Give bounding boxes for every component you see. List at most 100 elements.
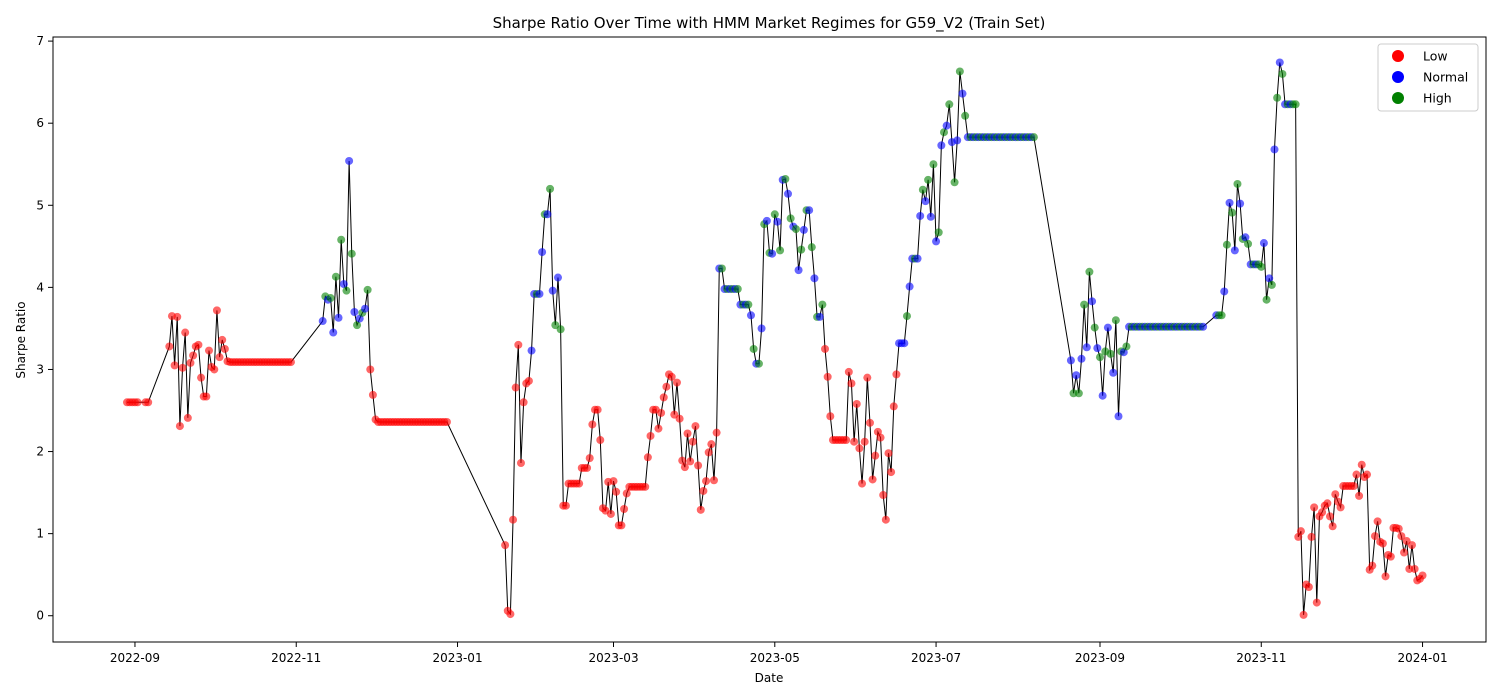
data-point-high <box>807 243 816 252</box>
data-point-high <box>1106 349 1115 358</box>
data-point-low <box>220 344 229 353</box>
data-point-low <box>218 335 227 344</box>
data-point-low <box>194 340 203 349</box>
data-point-high <box>749 344 758 353</box>
data-point-low <box>659 393 668 402</box>
data-point-normal <box>958 89 967 98</box>
x-tick-label: 2023-05 <box>750 651 800 665</box>
data-point-high <box>918 185 927 194</box>
data-point-high <box>1080 300 1089 309</box>
data-point-low <box>709 476 718 485</box>
data-point-low <box>672 378 681 387</box>
data-point-low <box>286 358 295 367</box>
series-line <box>127 62 1423 616</box>
data-point-high <box>337 235 346 244</box>
data-point-low <box>144 398 153 407</box>
data-point-high <box>1090 323 1099 332</box>
data-point-high <box>1228 208 1237 217</box>
data-point-normal <box>1093 344 1102 353</box>
data-point-normal <box>1225 198 1234 207</box>
data-point-low <box>696 505 705 514</box>
x-axis-title: Date <box>755 671 784 685</box>
y-axis: 0 1 2 3 4 5 6 7 <box>36 34 53 623</box>
x-axis: 2022-09 2022-11 2023-01 2023-03 2023-05 2023-… <box>110 642 1448 665</box>
data-point-low <box>847 379 856 388</box>
data-point-high <box>1122 342 1131 351</box>
data-point-high <box>1273 93 1282 102</box>
data-point-low <box>858 479 867 488</box>
data-point-normal <box>921 197 930 206</box>
data-point-low <box>657 408 666 417</box>
data-point-low <box>1326 512 1335 521</box>
data-point-high <box>353 321 362 330</box>
data-point-normal <box>815 312 824 321</box>
data-point-low <box>622 489 631 498</box>
data-point-normal <box>768 249 777 258</box>
data-point-high <box>556 325 565 334</box>
y-tick-label: 6 <box>36 116 44 130</box>
data-point-low <box>1328 522 1337 531</box>
data-point-normal <box>538 248 547 257</box>
data-point-normal <box>799 225 808 234</box>
data-point-high <box>929 160 938 169</box>
data-point-low <box>202 392 211 401</box>
data-point-high <box>945 100 954 109</box>
x-tick-label: 2023-07 <box>911 651 961 665</box>
data-point-low <box>884 449 893 458</box>
data-point-low <box>593 405 602 414</box>
data-point-low <box>678 456 687 465</box>
data-point-high <box>797 245 806 254</box>
data-point-normal <box>1259 239 1268 248</box>
data-point-low <box>1418 571 1427 580</box>
data-point-low <box>1400 548 1409 557</box>
data-point-high <box>717 264 726 273</box>
data-point-low <box>366 365 375 374</box>
data-point-low <box>612 487 621 496</box>
data-point-low <box>1307 532 1316 541</box>
data-point-high <box>1291 100 1300 109</box>
data-point-high <box>331 272 340 281</box>
data-point-normal <box>1275 58 1284 67</box>
data-point-normal <box>937 141 946 150</box>
data-point-normal <box>1082 343 1091 352</box>
data-point-low <box>887 468 896 477</box>
data-point-high <box>1217 311 1226 320</box>
data-point-normal <box>773 217 782 226</box>
y-tick-label: 4 <box>36 280 44 294</box>
data-point-low <box>702 477 711 486</box>
data-point-normal <box>900 339 909 348</box>
data-point-normal <box>746 311 755 320</box>
data-point-low <box>1355 491 1364 500</box>
data-point-low <box>215 353 224 362</box>
data-point-high <box>781 175 790 184</box>
data-point-high <box>924 175 933 184</box>
data-point-normal <box>543 210 552 219</box>
data-point-high <box>1262 295 1271 304</box>
data-point-normal <box>942 121 951 130</box>
data-point-low <box>892 370 901 379</box>
data-point-low <box>583 463 592 472</box>
y-tick-label: 2 <box>36 445 44 459</box>
chart-title: Sharpe Ratio Over Time with HMM Market R… <box>493 14 1046 33</box>
y-tick-label: 0 <box>36 609 44 623</box>
data-point-high <box>902 312 911 321</box>
data-point-low <box>173 312 182 321</box>
data-point-low <box>183 413 192 422</box>
data-point-low <box>871 451 880 460</box>
data-point-normal <box>1066 356 1075 365</box>
data-point-normal <box>1270 145 1279 154</box>
y-tick-label: 1 <box>36 527 44 541</box>
data-point-low <box>641 482 650 491</box>
data-point-low <box>509 515 518 524</box>
data-point-low <box>561 501 570 510</box>
data-point-low <box>511 383 520 392</box>
data-point-normal <box>913 254 922 263</box>
x-tick-label: 2023-11 <box>1236 651 1286 665</box>
data-point-low <box>170 361 179 370</box>
data-point-low <box>165 342 174 351</box>
data-point-low <box>842 436 851 445</box>
data-point-high <box>1111 316 1120 325</box>
data-point-low <box>1363 470 1372 479</box>
data-point-low <box>863 373 872 382</box>
